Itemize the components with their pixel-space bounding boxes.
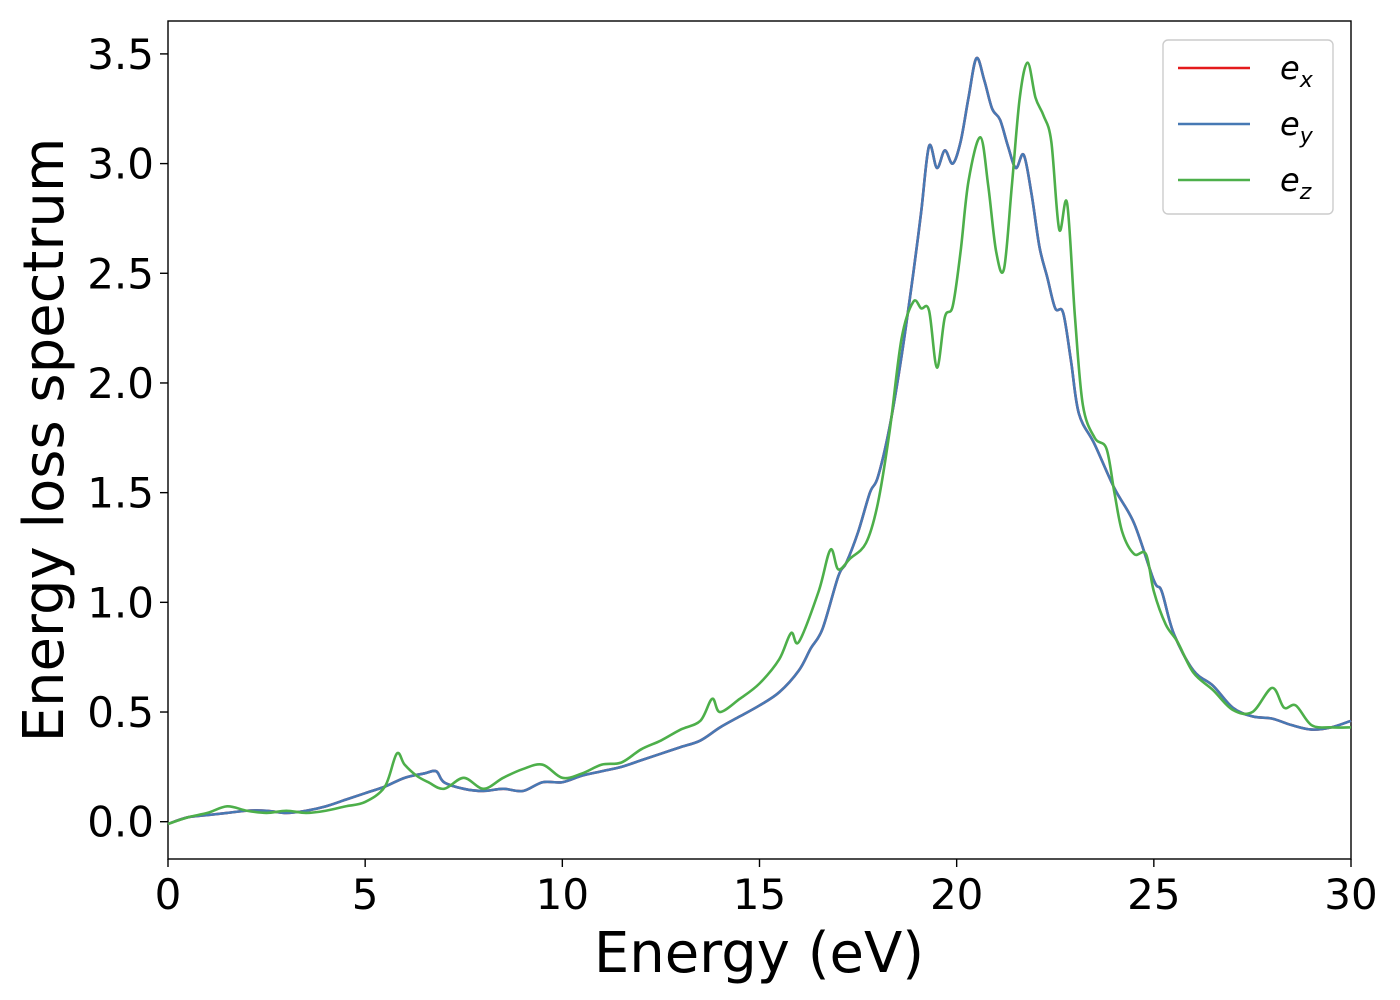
- y-tick-label: 2.5: [87, 249, 154, 298]
- x-axis-label: Energy (eV): [594, 921, 924, 986]
- x-tick-label: 20: [930, 870, 983, 919]
- legend-label-base: e: [1280, 49, 1300, 87]
- y-tick-label: 1.5: [87, 469, 154, 518]
- y-ticks: 0.0 0.5 1.0 1.5 2.0 2.5 3.0 3.5: [87, 30, 168, 847]
- legend-label-subscript: x: [1299, 68, 1314, 93]
- x-tick-label: 10: [536, 870, 589, 919]
- series-line-z: [167, 61, 1352, 826]
- y-tick-label: 2.0: [87, 359, 154, 408]
- x-tick-label: 25: [1127, 870, 1180, 919]
- y-tick-label: 0.0: [87, 798, 154, 847]
- legend-label-x: ex: [1280, 49, 1314, 93]
- legend-label-base: e: [1280, 161, 1300, 199]
- series-layer: [167, 56, 1352, 826]
- series-line-y: [167, 56, 1352, 826]
- legend-label-y: ey: [1280, 105, 1314, 149]
- y-tick-label: 1.0: [87, 578, 154, 627]
- x-tick-label: 0: [155, 870, 182, 919]
- legend-box: [1162, 39, 1334, 215]
- x-tick-label: 15: [733, 870, 786, 919]
- x-tick-label: 5: [352, 870, 379, 919]
- y-tick-label: 3.0: [87, 140, 154, 189]
- x-tick-label: 30: [1324, 870, 1377, 919]
- x-ticks: 0 5 10 15 20 25 30: [155, 859, 1378, 919]
- legend-label-subscript: y: [1299, 124, 1314, 149]
- y-tick-label: 0.5: [87, 688, 154, 737]
- y-axis-label: Energy loss spectrum: [12, 138, 77, 743]
- legend-label-z: ez: [1280, 161, 1312, 205]
- legend-label-subscript: z: [1299, 180, 1312, 205]
- y-tick-label: 3.5: [87, 30, 154, 79]
- legend-label-base: e: [1280, 105, 1300, 143]
